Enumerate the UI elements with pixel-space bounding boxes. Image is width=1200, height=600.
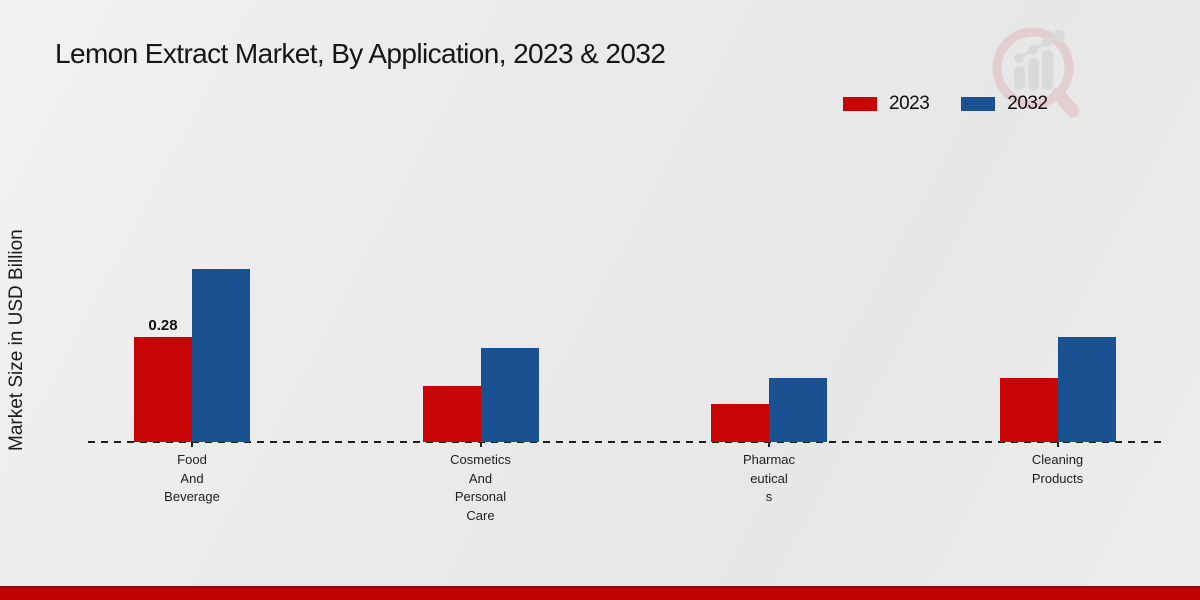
bar-2032-cleaning-products: [1057, 337, 1116, 442]
legend: 2023 2032: [843, 93, 1048, 115]
y-axis-label: Market Size in USD Billion: [6, 229, 27, 452]
chart-title: Lemon Extract Market, By Application, 20…: [55, 38, 666, 69]
x-axis-category-label: Food And Beverage: [164, 452, 220, 504]
x-axis-tick: [1056, 442, 1059, 447]
bar-2032-pharmaceuticals: [769, 378, 827, 442]
legend-item-2032: 2032: [961, 93, 1048, 115]
bar-2032-food-and-beverage: [192, 269, 250, 442]
x-axis-category-label: Cleaning Products: [1031, 452, 1084, 486]
bar-2023-cosmetics-and-personal-care: [422, 386, 481, 442]
bar-2023-cleaning-products: [999, 378, 1058, 442]
legend-swatch-2023: [843, 97, 877, 111]
x-axis-baseline: [88, 441, 1163, 443]
legend-swatch-2032: [961, 97, 996, 111]
footer-bar: [0, 586, 1200, 600]
x-axis-tick: [768, 442, 770, 447]
magnifier-bar-chart-logo-icon: [992, 27, 1080, 118]
legend-label-2032: 2032: [1007, 93, 1048, 114]
bar-2032-cosmetics-and-personal-care: [480, 348, 539, 442]
bar-2023-pharmaceuticals: [711, 404, 769, 442]
legend-label-2023: 2023: [889, 93, 930, 114]
x-axis-category-label: Cosmetics And Personal Care: [450, 452, 511, 523]
x-axis-category-label: Pharmac eutical s: [742, 452, 796, 504]
legend-item-2023: 2023: [843, 93, 930, 115]
bar-value-label: 0.28: [148, 317, 178, 334]
plot-area: Food And Beverage Cosmetics And Personal …: [88, 150, 1163, 523]
x-axis-tick: [479, 442, 482, 447]
x-axis-tick: [191, 442, 193, 447]
bar-2023-food-and-beverage: [134, 337, 192, 442]
